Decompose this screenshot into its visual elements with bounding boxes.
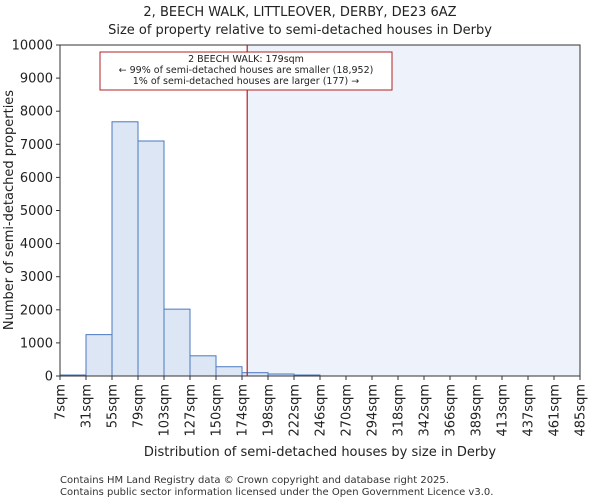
y-tick-label: 8000 — [20, 105, 53, 120]
x-tick-label: 127sqm — [184, 384, 199, 437]
x-tick-label: 222sqm — [288, 384, 303, 437]
footer-line1: Contains HM Land Registry data © Crown c… — [60, 475, 449, 486]
x-tick-label: 485sqm — [574, 384, 589, 437]
bar-31sqm — [85, 334, 113, 377]
x-axis: 7sqm 31sqm 55sqm 79sqm 103sqm 127sqm 150sqm 174… — [54, 376, 589, 437]
y-tick-label: 3000 — [20, 270, 53, 285]
y-tick-label: 2000 — [20, 303, 53, 318]
x-tick-label: 79sqm — [132, 384, 147, 428]
x-axis-label: Distribution of semi-detached houses by … — [144, 445, 497, 460]
x-tick-label: 270sqm — [340, 384, 355, 437]
highlight-region — [247, 45, 580, 376]
x-tick-label: 31sqm — [80, 384, 95, 428]
x-tick-label: 174sqm — [236, 384, 251, 437]
x-tick-label: 318sqm — [392, 384, 407, 437]
bar-79sqm — [137, 140, 165, 377]
y-tick-label: 9000 — [20, 72, 53, 87]
annotation-line3: 1% of semi-detached houses are larger (1… — [133, 76, 360, 87]
y-tick-label: 5000 — [20, 204, 53, 219]
bar-127sqm — [189, 355, 217, 377]
x-tick-label: 246sqm — [314, 384, 329, 437]
x-tick-label: 389sqm — [470, 384, 485, 437]
y-axis-label: Number of semi-detached properties — [2, 90, 17, 330]
x-tick-label: 366sqm — [444, 384, 459, 437]
x-tick-label: 294sqm — [366, 384, 381, 437]
y-tick-label: 7000 — [20, 138, 53, 153]
x-tick-label: 437sqm — [522, 384, 537, 437]
x-tick-label: 7sqm — [54, 384, 69, 420]
x-tick-label: 461sqm — [548, 384, 563, 437]
chart-subtitle: Size of property relative to semi-detach… — [108, 23, 492, 38]
y-tick-label: 4000 — [20, 237, 53, 252]
y-tick-label: 0 — [45, 370, 53, 385]
x-tick-label: 55sqm — [106, 384, 121, 428]
bar-103sqm — [163, 308, 191, 377]
y-tick-label: 1000 — [20, 336, 53, 351]
bar-55sqm — [111, 121, 139, 377]
y-tick-label: 10000 — [12, 39, 53, 54]
x-tick-label: 413sqm — [496, 384, 511, 437]
bars-group — [59, 121, 321, 377]
x-tick-label: 103sqm — [158, 384, 173, 437]
footer-line2: Contains public sector information licen… — [60, 487, 493, 498]
y-axis: 0 1000 2000 3000 4000 5000 6000 7000 8000 9000 100… — [12, 39, 60, 385]
annotation-line1: 2 BEECH WALK: 179sqm — [188, 54, 304, 65]
x-tick-label: 198sqm — [262, 384, 277, 437]
annotation-box — [99, 51, 393, 91]
y-tick-label: 6000 — [20, 171, 53, 186]
bar-150sqm — [215, 366, 243, 377]
x-tick-label: 342sqm — [418, 384, 433, 437]
annotation-line2: ← 99% of semi-detached houses are smalle… — [119, 65, 374, 76]
chart-title: 2, BEECH WALK, LITTLEOVER, DERBY, DE23 6… — [143, 5, 456, 20]
x-tick-label: 150sqm — [210, 384, 225, 437]
